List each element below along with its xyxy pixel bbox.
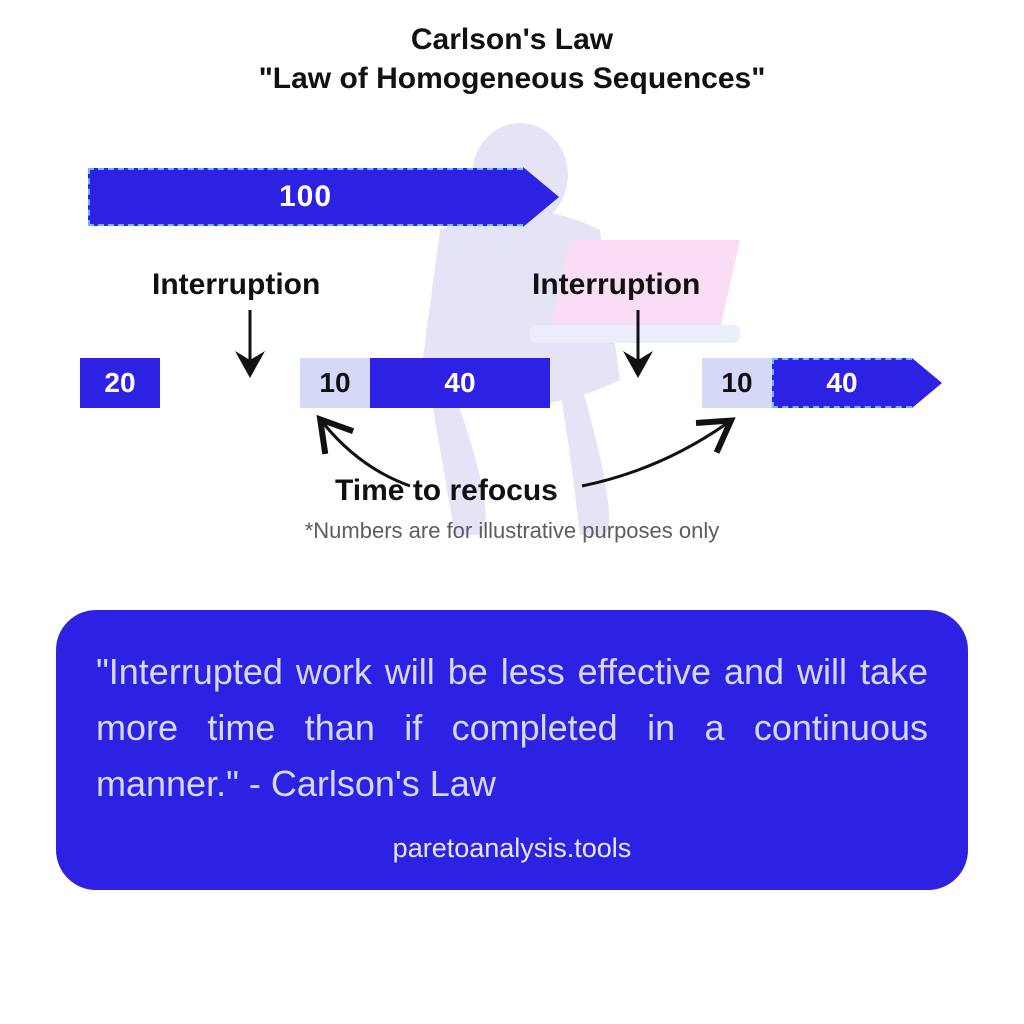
segment-value: 40 [772,358,912,408]
segment-value: 40 [370,358,550,408]
title-block: Carlson's Law "Law of Homogeneous Sequen… [0,0,1024,98]
segment-value: 10 [702,358,772,408]
diagram-area: 100 Interruption Interruption 20 10 40 1… [0,158,1024,558]
disclaimer-note: *Numbers are for illustrative purposes o… [0,518,1024,544]
interruption-label-1: Interruption [152,268,320,302]
quote-box: "Interrupted work will be less effective… [56,610,968,890]
quote-text: "Interrupted work will be less effective… [96,644,928,811]
interruption-label-2: Interruption [532,268,700,302]
quote-source: paretoanalysis.tools [96,833,928,864]
continuous-work-value: 100 [88,168,523,226]
refocus-label: Time to refocus [335,474,558,508]
title-line1: Carlson's Law [0,20,1024,59]
annotation-arrows [0,158,1024,678]
segment-value: 10 [300,358,370,408]
title-line2: "Law of Homogeneous Sequences" [0,59,1024,98]
segment-value: 20 [80,358,160,408]
